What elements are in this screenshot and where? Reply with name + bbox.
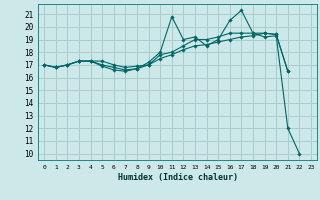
X-axis label: Humidex (Indice chaleur): Humidex (Indice chaleur) xyxy=(118,173,238,182)
